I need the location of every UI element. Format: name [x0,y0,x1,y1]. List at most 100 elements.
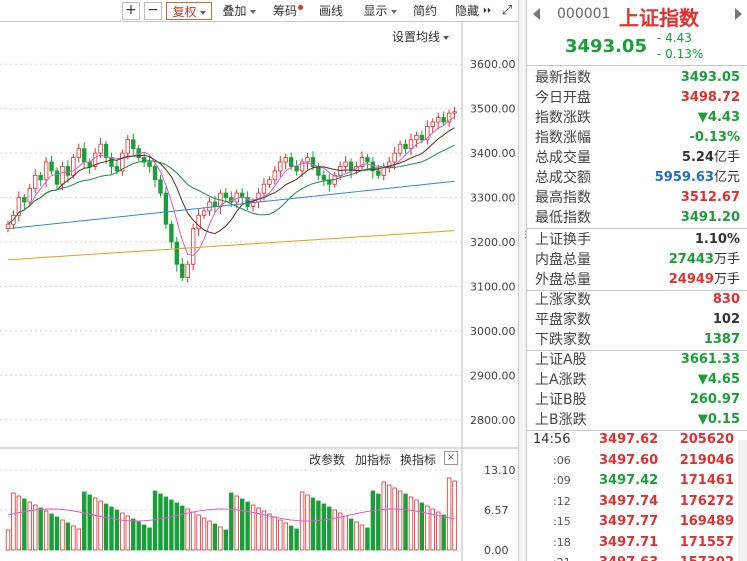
adjust-button[interactable]: 复权 [166,2,212,20]
stat-label: 平盘家数 [535,312,591,328]
kline-chart[interactable]: 3600.00 3500.00 3400.00 3300.00 3200.00 3100.… [0,22,522,561]
candle-body [446,112,452,123]
panel-splitter[interactable]: ⋮ [518,0,530,561]
volume-bar [387,484,392,551]
stat-unit: 亿元 [713,170,740,185]
security-code: 000001 [557,6,611,22]
candle-body [419,134,425,141]
volume-bar [278,519,283,551]
close-icon[interactable]: × [444,451,458,465]
stat-value: 102 [712,312,740,327]
y-tick-label: 3000.00 [470,325,516,338]
candle-body [158,179,163,194]
candle-body [5,223,11,230]
stat-value: 3491.20 [680,210,740,225]
tick-row: :06 3497.60 219046 [527,451,747,472]
volume-bar [414,499,419,551]
volume-bar [261,510,267,551]
candle-body [376,170,381,176]
candle-body [414,134,419,141]
volume-bar [163,496,169,551]
volume-bar [376,493,381,551]
volume-bar [114,509,120,551]
draw-line-button[interactable]: 画线 [318,4,343,18]
scrollbar[interactable] [738,440,747,561]
volume-bar [430,508,435,551]
tick-row: :21 3497.63 157302 [527,553,747,561]
zoom-out-button[interactable]: − [144,2,162,20]
restore-icon[interactable]: ⤢ [501,3,513,18]
tick-row: :15 3497.77 169489 [527,512,747,533]
ma-setting-button[interactable]: 设置均线 [392,28,450,45]
stat-row: 上B涨跌 ▼0.15 [527,410,747,430]
candle-body [321,174,327,181]
volume-bar [392,487,397,551]
candle-body [190,228,196,265]
y-tick-label: 3300.00 [470,192,516,205]
stat-value: 3493.05 [680,70,740,85]
prev-arrow-icon[interactable] [533,8,540,20]
candle-body [16,197,22,216]
stat-value: 3498.72 [680,90,740,105]
chevron-down-icon [443,35,450,40]
candle-body [103,143,109,158]
candle-body [98,143,103,154]
expand-icon[interactable]: ⏵⏵ [483,6,491,15]
candle-body [43,161,49,181]
add-indicator-button[interactable]: 加指标 [355,453,392,467]
stat-unit: 亿手 [713,150,740,165]
volume-bar [11,492,16,551]
stat-row: 上A涨跌 ▼4.65 [527,370,747,390]
candle-body [201,210,207,216]
grip-icon: ⋮ [521,230,530,240]
display-button[interactable]: 显示 [358,2,402,20]
volume-bar [87,494,92,551]
stat-value: 1.10% [694,232,740,247]
volume-bar [5,529,11,551]
candle-body [272,170,278,181]
volume-bar [272,516,278,551]
next-arrow-icon[interactable] [735,8,742,20]
stat-row: 内盘总量 27443万手 [527,250,747,270]
y-tick-label: 3400.00 [470,147,516,160]
stat-row: 最新指数 3493.05 [527,68,747,88]
volume-bar [419,502,425,551]
stat-value: -0.13% [689,130,741,145]
volume-tick-label: 6.57 [484,504,509,517]
y-tick-label: 3600.00 [470,58,516,71]
chips-button[interactable]: 筹码 [268,2,308,20]
candle-body [436,117,441,123]
ma10-line [7,127,455,235]
tick-volume: 176272 [679,493,734,509]
candle-body [114,166,120,172]
volume-bar [196,514,201,551]
zoom-in-button[interactable]: + [122,2,140,20]
candle-body [294,166,299,172]
volume-bar [152,490,158,551]
volume-bar [446,477,452,551]
price-change: - 4.43 [657,31,692,45]
candle-body [38,174,43,181]
hide-button[interactable]: 隐藏 [454,4,479,18]
candle-body [27,188,32,203]
tick-time: :09 [553,474,571,487]
candle-body [397,143,403,154]
overlay-button[interactable]: 叠加 [216,2,262,20]
stat-label: 上A涨跌 [535,372,587,388]
candle-body [174,241,180,265]
y-tick-label: 3200.00 [470,236,516,249]
candle-body [125,139,131,154]
candle-body [87,161,92,167]
switch-indicator-button[interactable]: 换指标 [400,453,437,467]
ma60-line [7,180,455,230]
candle-body [392,152,397,163]
edit-params-button[interactable]: 改参数 [309,453,346,467]
volume-bar [332,509,337,551]
volume-bar [425,505,430,551]
simple-button[interactable]: 简约 [412,4,437,18]
tick-time: 14:56 [533,432,571,447]
volume-bar [120,512,125,551]
candle-body [82,148,87,163]
stat-label: 总成交量 [535,150,591,166]
volume-bar [229,492,234,551]
